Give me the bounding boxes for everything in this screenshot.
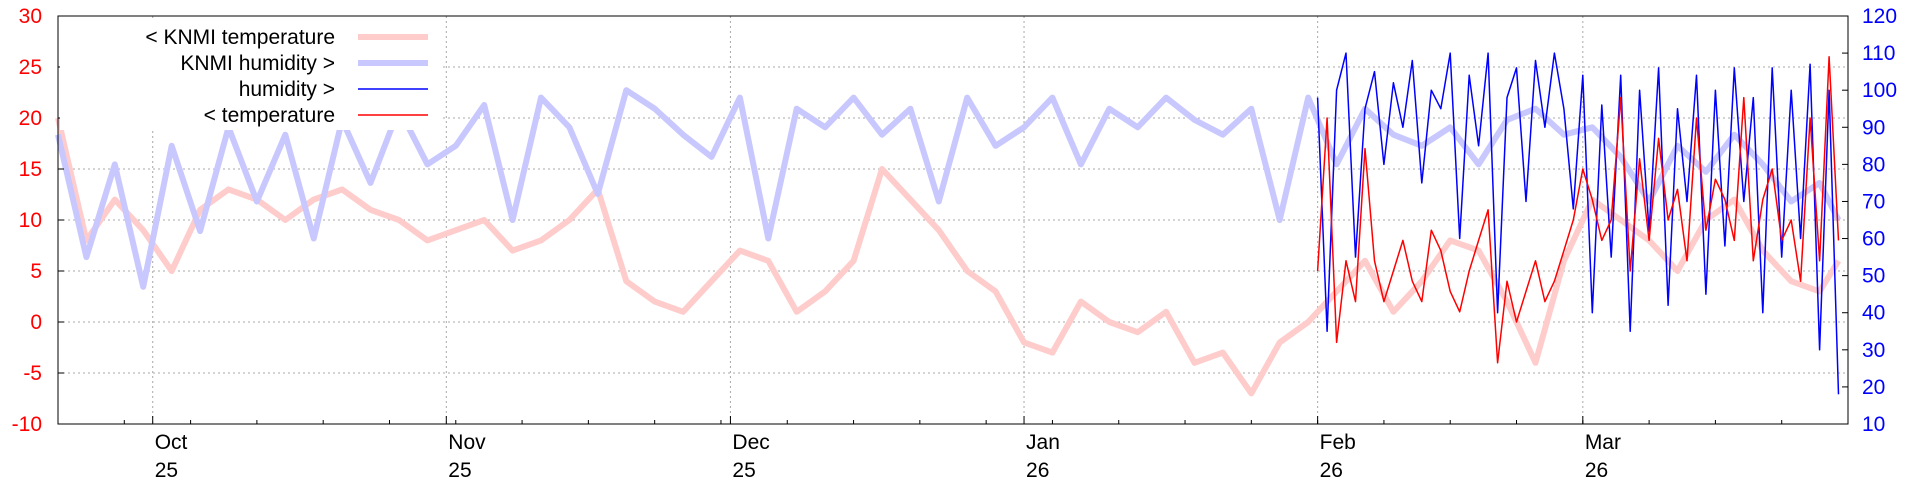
right-tick-label: 20 bbox=[1862, 376, 1885, 399]
left-tick-label: -10 bbox=[12, 413, 42, 436]
right-tick-label: 110 bbox=[1862, 42, 1895, 65]
x-tick-year-label: 26 bbox=[1320, 459, 1343, 480]
right-tick-label: 10 bbox=[1862, 413, 1885, 436]
right-axis-ticks: 10 20 30 40 50 60 70 80 90 100 110 120 bbox=[1842, 5, 1897, 436]
x-tick-year-label: 26 bbox=[1585, 459, 1608, 480]
x-tick-year-label: 26 bbox=[1026, 459, 1049, 480]
x-tick-month-label: Dec bbox=[732, 431, 769, 454]
right-tick-label: 80 bbox=[1862, 153, 1885, 176]
right-tick-label: 40 bbox=[1862, 302, 1885, 325]
x-tick-month-label: Jan bbox=[1026, 431, 1060, 454]
right-tick-label: 30 bbox=[1862, 339, 1885, 362]
temperature-series bbox=[1318, 57, 1839, 363]
x-tick-month-label: Oct bbox=[155, 431, 188, 454]
series-line bbox=[1318, 57, 1839, 363]
legend-label: KNMI humidity > bbox=[180, 52, 335, 75]
right-tick-label: 90 bbox=[1862, 116, 1885, 139]
left-tick-label: 10 bbox=[19, 209, 42, 232]
x-tick-month-label: Feb bbox=[1320, 431, 1356, 454]
left-tick-label: 30 bbox=[19, 5, 42, 28]
right-tick-label: 60 bbox=[1862, 228, 1885, 251]
left-axis-ticks: -10 -5 0 5 10 15 20 25 30 bbox=[12, 5, 64, 436]
right-tick-label: 70 bbox=[1862, 190, 1885, 213]
x-tick-month-label: Nov bbox=[448, 431, 486, 454]
legend-label: humidity > bbox=[239, 78, 335, 101]
left-tick-label: 25 bbox=[19, 56, 42, 79]
right-tick-label: 50 bbox=[1862, 265, 1885, 288]
x-tick-year-label: 25 bbox=[732, 459, 755, 480]
left-tick-label: 0 bbox=[30, 311, 42, 334]
legend-label: < KNMI temperature bbox=[145, 26, 335, 49]
x-axis-ticks: Oct 25 Nov 25 Dec 25 Jan 26 Feb 26 Mar 26 bbox=[58, 416, 1848, 480]
legend-label: < temperature bbox=[204, 104, 335, 127]
right-tick-label: 120 bbox=[1862, 5, 1897, 28]
x-tick-month-label: Mar bbox=[1585, 431, 1621, 454]
left-tick-label: 20 bbox=[19, 107, 42, 130]
x-tick-year-label: 25 bbox=[155, 459, 178, 480]
left-tick-label: 15 bbox=[19, 158, 42, 181]
right-tick-label: 100 bbox=[1862, 79, 1897, 102]
left-tick-label: 5 bbox=[30, 260, 42, 283]
x-tick-year-label: 25 bbox=[448, 459, 471, 480]
legend: < KNMI temperature KNMI humidity > humidit… bbox=[60, 18, 440, 130]
left-tick-label: -5 bbox=[23, 362, 42, 385]
